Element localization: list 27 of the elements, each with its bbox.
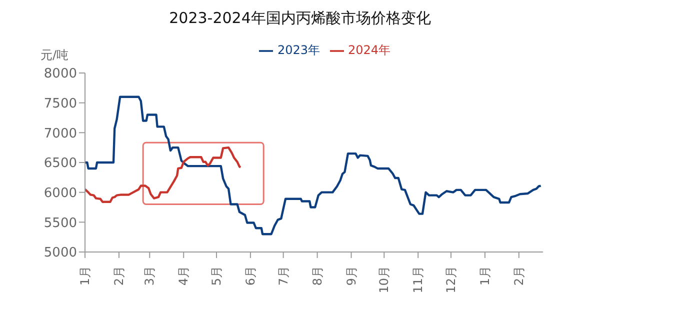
x-tick-label: 4月 (176, 266, 191, 286)
chart-title: 2023-2024年国内丙烯酸市场价格变化 (168, 9, 432, 28)
y-tick-label: 5000 (44, 246, 77, 261)
line-series (85, 146, 242, 203)
x-tick-label: 2月 (512, 266, 526, 286)
x-tick-label: 5月 (209, 266, 224, 286)
y-tick-label: 8000 (44, 66, 77, 82)
y-tick-label: 6500 (44, 156, 77, 172)
x-tick-label: 8月 (310, 266, 324, 286)
x-tick-label: 1月 (78, 266, 92, 286)
legend-label: 2024年 (348, 43, 391, 57)
y-axis-title: 元/吨 (40, 48, 69, 62)
x-tick-label: 10月 (377, 266, 392, 294)
x-tick-label: 3月 (142, 266, 157, 286)
line-series (85, 96, 542, 236)
x-tick-label: 1月 (478, 266, 492, 286)
y-tick-label: 6000 (44, 186, 77, 201)
x-tick-label: 11月 (411, 266, 426, 294)
x-tick-label: 2月 (112, 266, 126, 286)
x-tick-label: 6月 (243, 266, 258, 286)
legend-label: 2023年 (277, 43, 320, 57)
y-tick-label: 5500 (44, 216, 77, 231)
y-tick-label: 7500 (44, 96, 77, 112)
x-tick-label: 9月 (344, 266, 358, 286)
x-tick-label: 12月 (444, 266, 458, 294)
y-tick-label: 7000 (44, 126, 77, 142)
x-tick-label: 7月 (276, 266, 290, 286)
